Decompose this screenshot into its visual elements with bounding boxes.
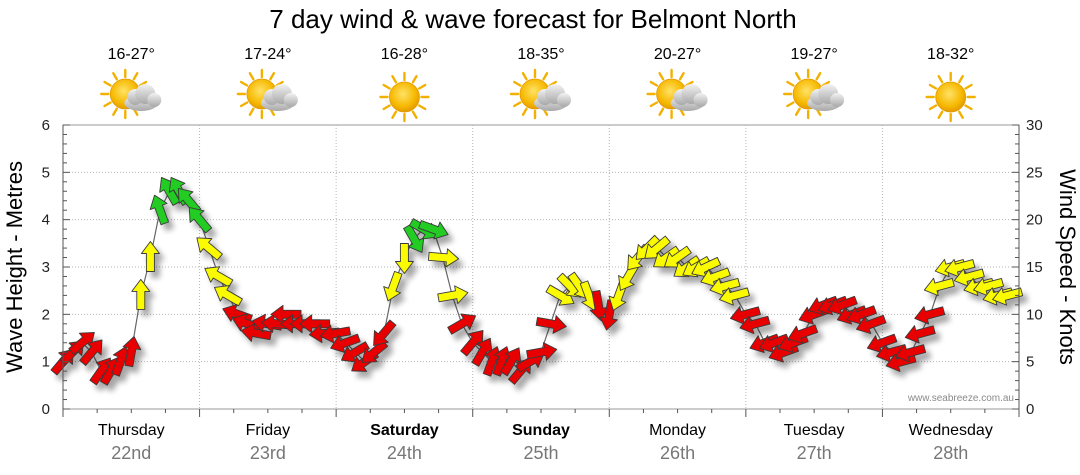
wind-arrow (787, 324, 819, 344)
day-name-label: Thursday (98, 422, 165, 439)
left-tick-label: 6 (42, 117, 50, 134)
temperature-range: 18-35° (517, 46, 564, 63)
left-tick-label: 1 (42, 354, 50, 371)
right-tick-label: 10 (1026, 306, 1043, 323)
chart-title: 7 day wind & wave forecast for Belmont N… (269, 4, 796, 34)
wind-arrow (131, 278, 151, 310)
wind-arrow (149, 194, 169, 226)
right-tick-label: 20 (1026, 212, 1043, 229)
wind-arrow (196, 237, 223, 261)
daily-forecast-header: 16-27° 17-24° 16-28° 18-35° 20-27° 19-27° 18-3… (100, 46, 976, 123)
left-axis: 0 1 2 3 4 5 6 (42, 117, 70, 418)
wind-arrow (383, 270, 403, 302)
wind-arrow (718, 287, 750, 306)
temperature-range: 16-28° (381, 46, 428, 63)
wind-arrow (140, 241, 160, 272)
partly-cloudy-icon (509, 68, 571, 120)
wind-arrow (427, 248, 460, 268)
wind-arrow (213, 285, 243, 307)
wind-arrow (79, 339, 103, 366)
wind-arrow (923, 277, 955, 297)
day-date-label: 27th (797, 443, 832, 463)
wind-arrow (535, 315, 567, 334)
temperature-range: 18-32° (927, 46, 974, 63)
day-name-label: Monday (649, 422, 706, 439)
day-name-label: Friday (246, 422, 290, 439)
sunny-icon (925, 71, 976, 123)
wind-arrow (992, 287, 1024, 306)
right-tick-label: 25 (1026, 164, 1043, 181)
left-tick-label: 4 (42, 212, 50, 229)
wind-arrow (904, 325, 936, 344)
partly-cloudy-icon (100, 68, 162, 120)
wind-arrow (122, 335, 142, 368)
day-date-label: 25th (523, 443, 558, 463)
wind-arrow (437, 285, 469, 305)
wind-arrow (204, 266, 234, 288)
day-name-label: Saturday (370, 422, 439, 439)
temperature-range: 16-27° (108, 46, 155, 63)
credit-text: www.seabreeze.com.au (907, 393, 1014, 404)
temperature-range: 17-24° (244, 46, 291, 63)
wind-arrow (856, 314, 887, 335)
day-name-label: Sunday (512, 422, 570, 439)
wind-arrow (526, 342, 558, 361)
right-tick-label: 30 (1026, 117, 1043, 134)
wind-arrow (545, 284, 575, 306)
grid-lines (63, 125, 1019, 409)
right-axis-title: Wind Speed - Knots (1055, 169, 1080, 365)
wind-arrows (50, 176, 1024, 386)
x-axis: Thursday 22nd Friday 23rd Saturday 24th Sunday… (62, 409, 1020, 463)
right-tick-label: 15 (1026, 259, 1043, 276)
wind-arrow (895, 344, 927, 363)
right-axis: 0 5 10 15 20 25 30 (1012, 117, 1043, 418)
plot-area (50, 124, 1024, 410)
day-date-label: 26th (660, 443, 695, 463)
day-date-label: 22nd (111, 443, 151, 463)
partly-cloudy-icon (236, 68, 298, 120)
wind-arrow (319, 324, 352, 344)
wind-arrow (418, 220, 449, 240)
temperature-range: 19-27° (790, 46, 837, 63)
right-tick-label: 0 (1026, 401, 1034, 418)
wind-arrow (373, 319, 397, 347)
temperature-range: 20-27° (654, 46, 701, 63)
left-tick-label: 0 (42, 401, 50, 418)
day-date-label: 24th (387, 443, 422, 463)
left-tick-label: 3 (42, 259, 50, 276)
wind-arrow (739, 315, 771, 334)
day-name-label: Wednesday (909, 422, 993, 439)
day-name-label: Tuesday (784, 422, 845, 439)
wind-arrow (447, 313, 477, 335)
wind-arrow (394, 243, 414, 274)
wind-arrow (188, 206, 213, 234)
wind-arrow (914, 306, 946, 325)
day-date-label: 28th (933, 443, 968, 463)
left-tick-label: 2 (42, 306, 50, 323)
left-tick-label: 5 (42, 164, 50, 181)
right-tick-label: 5 (1026, 354, 1034, 371)
sunny-icon (379, 71, 430, 123)
left-axis-title: Wave Height - Metres (2, 161, 27, 373)
day-date-label: 23rd (250, 443, 286, 463)
partly-cloudy-icon (782, 68, 845, 120)
partly-cloudy-icon (646, 68, 708, 120)
wind-arrow (240, 323, 272, 342)
